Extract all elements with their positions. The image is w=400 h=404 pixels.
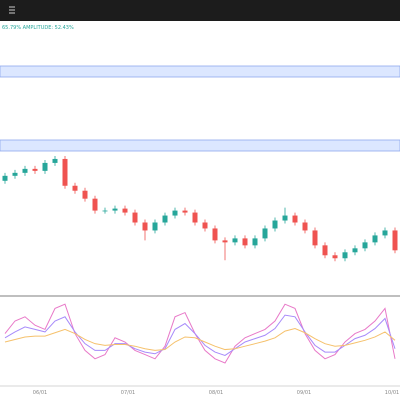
candle-body: [322, 245, 328, 256]
candle-body: [2, 175, 8, 181]
candle-body: [172, 210, 178, 216]
indicator-line: [4, 314, 396, 356]
candle-body: [232, 238, 238, 243]
candle-body: [332, 255, 338, 259]
candle-body: [62, 158, 68, 186]
x-tick-label: 07/01: [121, 390, 135, 396]
x-tick-label: 09/01: [297, 390, 311, 396]
candle-body: [152, 222, 158, 231]
candle-body: [102, 210, 108, 212]
candle-body: [192, 212, 198, 223]
candle-body: [312, 230, 318, 246]
candle-body: [352, 248, 358, 253]
indicator-line: [4, 303, 396, 364]
candle-body: [122, 208, 128, 213]
candle-body: [222, 240, 228, 243]
band: [0, 139, 400, 152]
candle-body: [372, 235, 378, 243]
candle-body: [142, 222, 148, 231]
candle-body: [392, 230, 398, 251]
candle-body: [42, 162, 48, 171]
candle-body: [262, 228, 268, 239]
candle-body: [282, 215, 288, 221]
candle-body: [112, 208, 118, 211]
x-tick-label: 08/01: [209, 390, 223, 396]
x-tick-label: 06/01: [33, 390, 47, 396]
band: [0, 65, 400, 78]
x-tick-label: 10/01: [385, 390, 399, 396]
candle-body: [82, 190, 88, 199]
candle-body: [12, 172, 18, 176]
candle-body: [252, 238, 258, 246]
stats-text: 65.79% AMPLITUDE: 52.43%: [2, 25, 74, 31]
candle-body: [182, 210, 188, 213]
candle-body: [362, 242, 368, 249]
candle-body: [92, 198, 98, 211]
top-bar: [0, 0, 400, 21]
candle-body: [52, 158, 58, 163]
candle-body: [382, 230, 388, 236]
candle-body: [32, 168, 38, 171]
indicator-line: [4, 328, 396, 351]
candle-body: [72, 185, 78, 191]
candle-body: [242, 238, 248, 246]
candle-body: [272, 220, 278, 229]
candle-body: [162, 215, 168, 223]
candle-body: [302, 222, 308, 231]
candle-body: [22, 168, 28, 173]
candle-body: [342, 252, 348, 259]
candle-body: [132, 212, 138, 223]
candle-body: [212, 228, 218, 241]
candle-body: [202, 222, 208, 229]
candle-body: [292, 215, 298, 223]
menu-icon[interactable]: [9, 6, 15, 14]
